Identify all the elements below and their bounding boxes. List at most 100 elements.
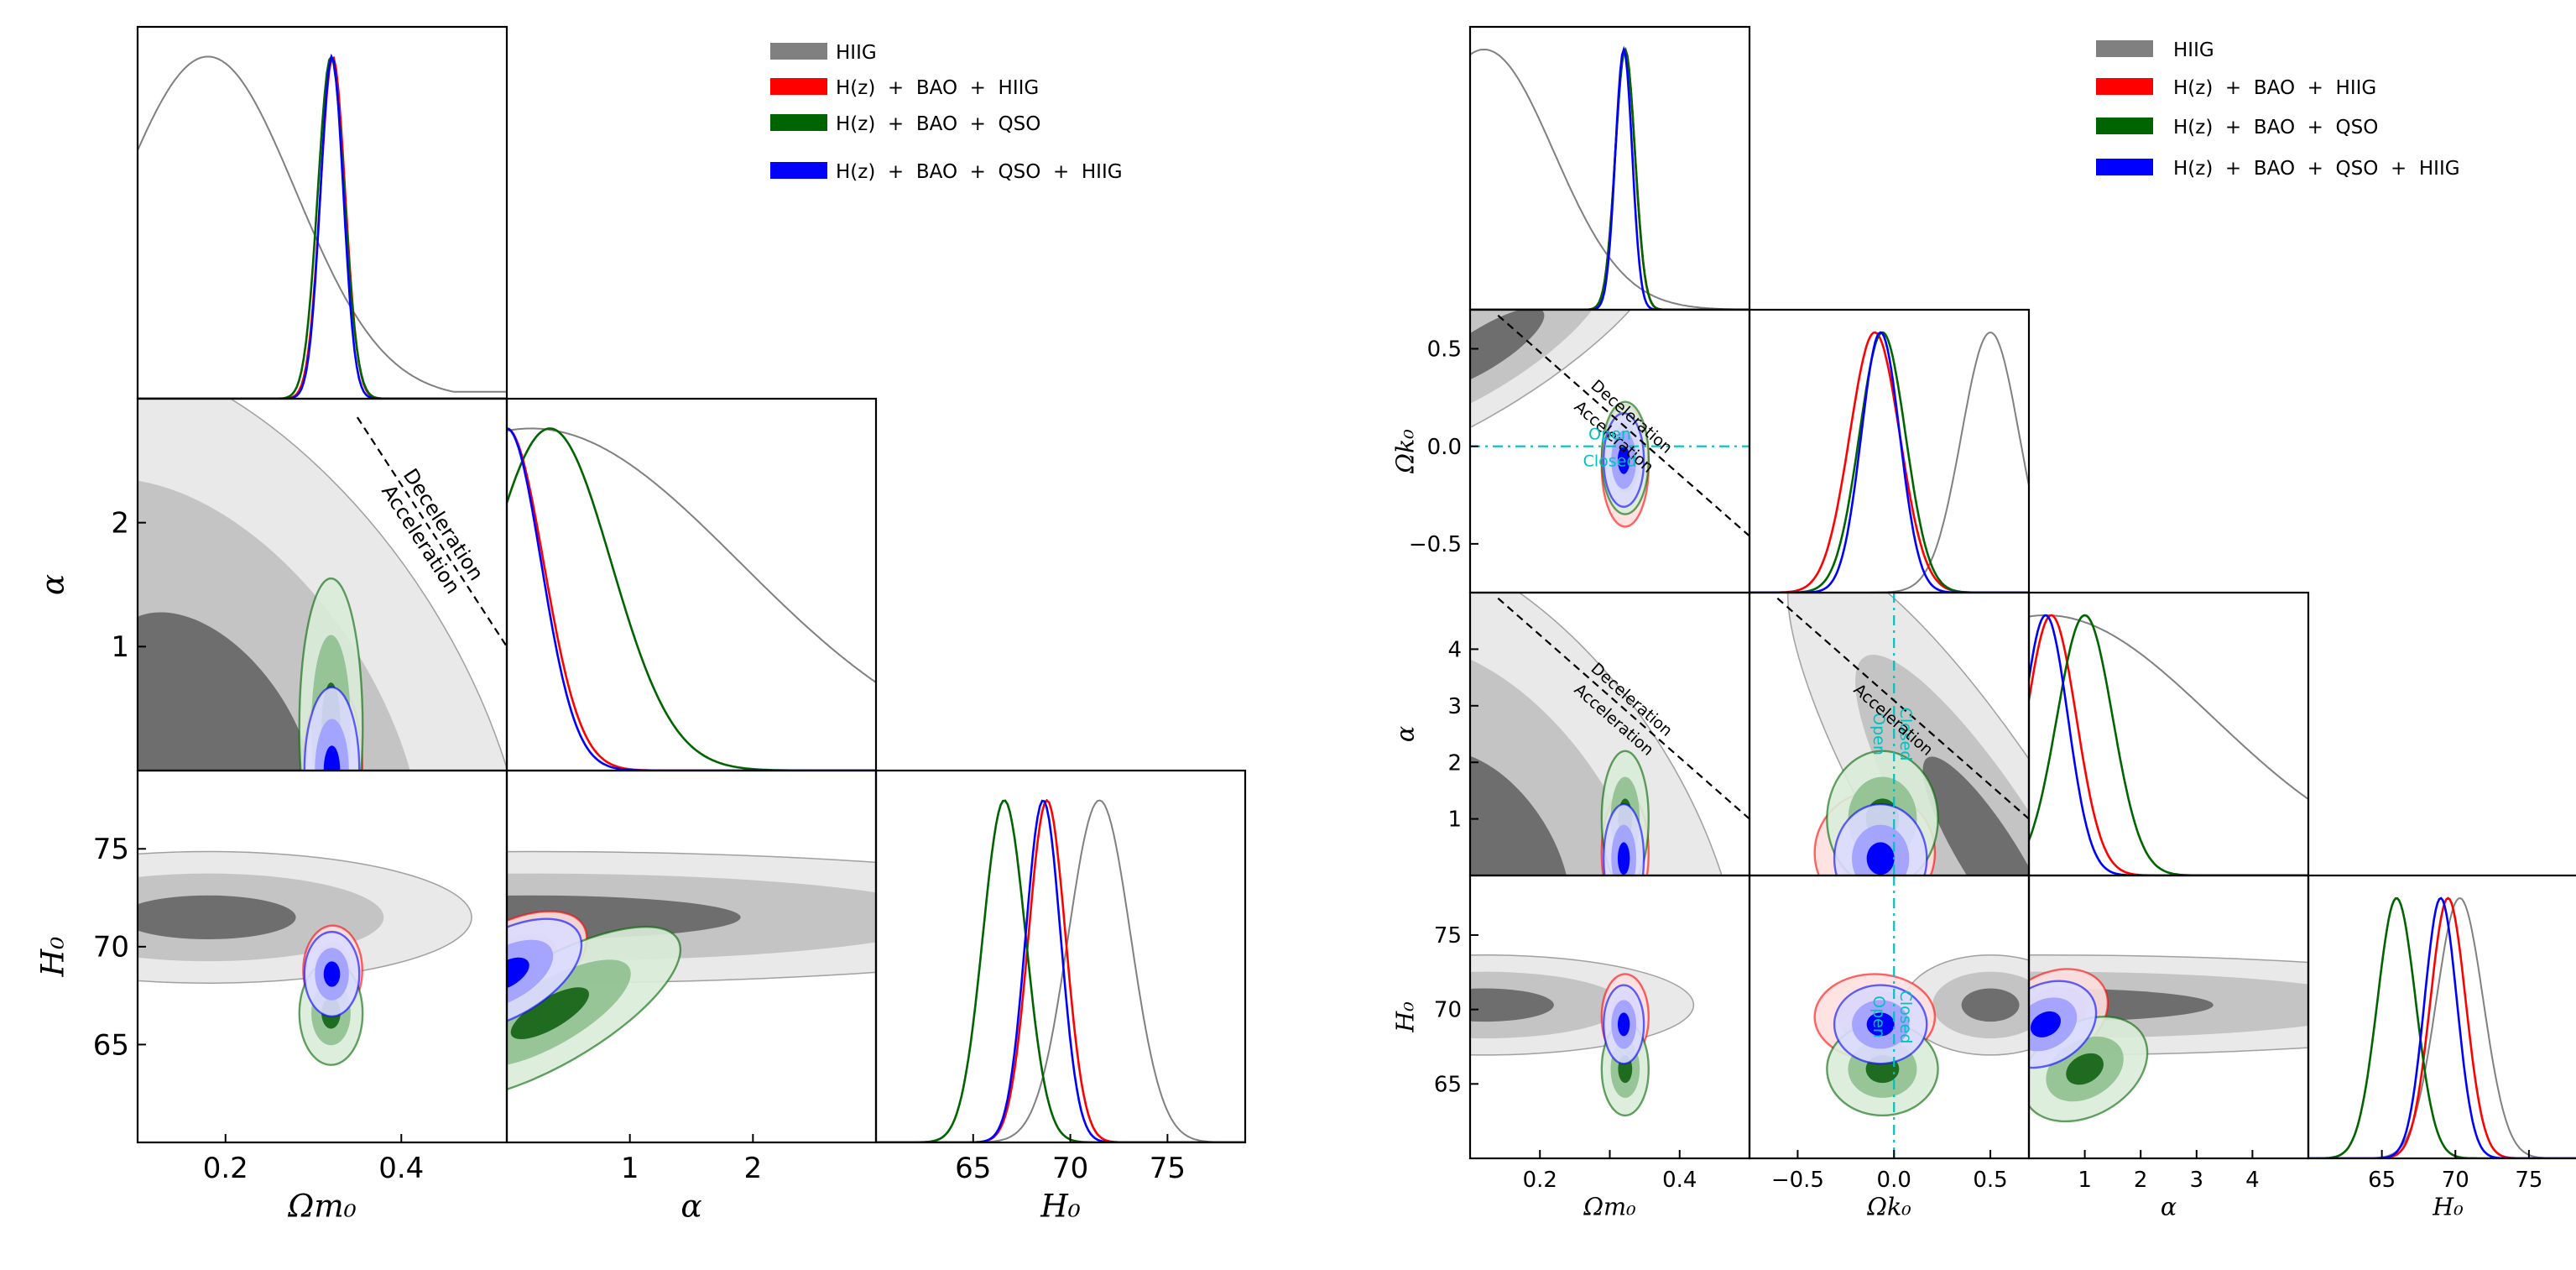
- legend-label-hz-bao-hiig: H(z) + BAO + HIIG: [836, 77, 1039, 99]
- cell-fills-left-2-1: [507, 850, 876, 1101]
- density-left-alpha-1: [507, 427, 876, 771]
- ytick-label-left-H0-2: 75: [93, 833, 129, 866]
- density-right-Om-2: [1470, 47, 1749, 310]
- density-right-Om-3: [1470, 45, 1749, 310]
- ylabel-right-H0: H₀: [1390, 1001, 1419, 1033]
- xtick-label-right-H0-1: 70: [2442, 1168, 2469, 1193]
- density-left-Om-1: [138, 56, 507, 399]
- cell-fills-right-3-2: [2029, 954, 2308, 1123]
- legend-label-hz-bao-qso: H(z) + BAO + QSO: [836, 113, 1040, 135]
- legend-swatch-hz-bao-qso-hiig: [770, 162, 827, 179]
- legend-swatch-hz-bao-qso-r: [2096, 118, 2153, 134]
- density-left-H0-0: [876, 799, 1245, 1142]
- contour-inner-left-Om-H0-2: [323, 961, 341, 987]
- xtick-label-right-Om-0: 0.2: [1523, 1168, 1557, 1193]
- ytick-label-left-H0-1: 70: [93, 931, 129, 964]
- contour-inner-right-Ok-alpha-2: [1866, 842, 1895, 875]
- cell-frame-right-3-3: [2307, 874, 2576, 1160]
- ytick-label-right-alpha-3: 4: [1447, 638, 1462, 663]
- contour-hiig-left-Om-alpha-2: [138, 612, 316, 771]
- xlabel-right-Om: Ωm₀: [1583, 1193, 1636, 1221]
- density-right-H0-3: [2308, 896, 2576, 1158]
- cell-fills-right-1-0: [1470, 310, 1666, 528]
- fill-layer: [138, 310, 2308, 1123]
- xtick-label-left-alpha-0: 1: [621, 1152, 639, 1185]
- ytick-label-left-alpha-1: 2: [111, 507, 129, 541]
- contour-hiig-left-Om-H0-2: [138, 895, 296, 939]
- cell-lines-right-2-0: [1497, 597, 1749, 820]
- density-left-H0-2: [876, 799, 1245, 1142]
- xtick-label-right-alpha-2: 3: [2190, 1168, 2204, 1193]
- contour-hiig-right-Ok-H0-2: [1961, 988, 2020, 1022]
- density-right-alpha-0: [2029, 614, 2308, 800]
- xtick-label-right-alpha-0: 1: [2078, 1168, 2092, 1193]
- contour-inner-right-Om-alpha-2: [1617, 842, 1630, 875]
- cell-lines-right-2-1: [1776, 593, 2029, 875]
- annotation-top-right-0: Closed: [1896, 708, 1915, 761]
- xtick-label-left-Om-1: 0.4: [378, 1152, 424, 1185]
- annotation-bottom-right-0: Open: [1869, 713, 1888, 755]
- ytick-label-right-alpha-2: 3: [1447, 694, 1462, 719]
- contour-hiig-right-Om-alpha-2: [1470, 750, 1571, 875]
- density-left-Om-2: [138, 54, 507, 399]
- cell-fills-left-2-0: [138, 850, 472, 1066]
- contour-mid-left-Om-alpha-2: [315, 719, 349, 771]
- ytick-label-right-H0-1: 70: [1434, 998, 1462, 1023]
- legend-label-hz-bao-qso-r: H(z) + BAO + QSO: [2173, 117, 2378, 138]
- cell-frame-left-2-2: [874, 769, 1247, 1144]
- ytick-label-right-alpha-0: 1: [1447, 807, 1462, 833]
- cell-frame-left-1-1: [505, 397, 878, 772]
- density-left-alpha-2: [507, 427, 876, 771]
- legend-swatch-hz-bao-hiig: [770, 78, 827, 95]
- cell-fills-left-1-0: [138, 399, 507, 771]
- cell-lines-left-1-1: [507, 427, 876, 771]
- cell-fills-right-2-1: [1786, 593, 2029, 875]
- contour-inner-left-Om-alpha-2: [323, 745, 341, 771]
- xtick-label-left-H0-2: 75: [1150, 1152, 1186, 1185]
- ylabel-right-alpha: α: [1390, 726, 1419, 742]
- xtick-label-right-Ok-2: 0.5: [1973, 1168, 2007, 1193]
- xtick-label-left-alpha-1: 2: [744, 1152, 763, 1185]
- ytick-label-right-Ok-2: 0.5: [1427, 337, 1462, 363]
- contour-inner-right-Om-Ok-2: [1617, 446, 1630, 474]
- ytick-label-right-alpha-1: 2: [1447, 750, 1462, 776]
- density-right-Ok-1: [1749, 331, 2029, 593]
- density-right-Ok-3: [1749, 331, 2029, 593]
- annotation-top-right-0: Closed: [1896, 990, 1915, 1044]
- density-right-alpha-3: [2029, 614, 2308, 875]
- density-left-Om-3: [138, 54, 507, 399]
- cell-lines-right-0-0: [1470, 45, 1749, 310]
- xlabel-left-Om: Ωm₀: [287, 1187, 356, 1224]
- contour-inner-right-Ok-H0-2: [1866, 1012, 1895, 1037]
- xtick-label-right-H0-0: 65: [2368, 1168, 2396, 1193]
- xtick-label-right-Om-2: 0.4: [1662, 1168, 1697, 1193]
- contour-inner-right-alpha-H0-2: [2030, 1011, 2062, 1037]
- legend-label-hiig: HIIG: [836, 42, 877, 64]
- density-right-Om-1: [1470, 47, 1749, 310]
- annotation-line-left-0: [356, 416, 507, 647]
- density-left-alpha-0: [507, 427, 876, 683]
- density-right-Om-0: [1470, 48, 1749, 310]
- line-layer: [138, 45, 2576, 1158]
- annotation-line-right-0: [1497, 597, 1749, 820]
- density-left-alpha-3: [507, 427, 876, 771]
- xtick-label-right-alpha-1: 2: [2134, 1168, 2148, 1193]
- cell-frame-left-0-0: [136, 25, 508, 400]
- contour-hiig-right-Om-H0-2: [1470, 988, 1554, 1022]
- annotation-line-right-0: [1497, 314, 1749, 537]
- annotation-bottom-right-1: Closed: [1583, 452, 1637, 471]
- contour-hiig-right-Om-Ok-2: [1470, 310, 1545, 390]
- cell-fills-right-3-0: [1470, 954, 1695, 1117]
- legend-left: HIIG H(z) + BAO + HIIG H(z) + BAO + QSO …: [770, 42, 1123, 183]
- cell-fills-right-3-1: [1813, 954, 2029, 1117]
- xtick-label-right-H0-2: 75: [2515, 1168, 2542, 1193]
- density-left-H0-1: [876, 798, 1245, 1142]
- density-right-alpha-1: [2029, 614, 2308, 875]
- ylabel-left-H0: H₀: [34, 937, 71, 978]
- contour-hiig-right-Ok-alpha-2: [1922, 756, 2029, 875]
- ytick-label-right-Ok-1: 0.0: [1427, 435, 1462, 460]
- density-right-H0-2: [2308, 897, 2576, 1158]
- annotation-top-right-1: Open: [1588, 426, 1631, 444]
